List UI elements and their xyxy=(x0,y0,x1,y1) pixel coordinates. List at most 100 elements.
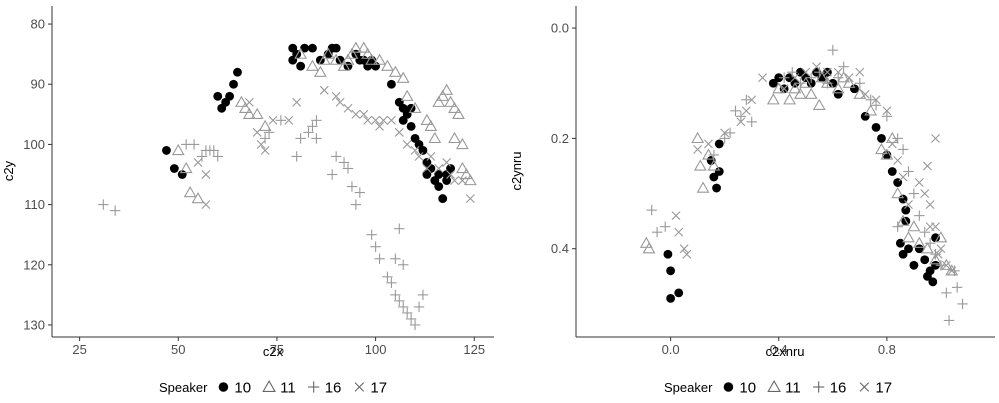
data-point-speaker-16 xyxy=(398,301,409,313)
data-point-speaker-17 xyxy=(758,73,767,83)
data-point-speaker-17 xyxy=(292,97,302,107)
data-point-speaker-16 xyxy=(275,115,287,126)
data-point-speaker-17 xyxy=(801,67,811,77)
data-point-speaker-17 xyxy=(343,103,353,113)
data-point-speaker-10 xyxy=(898,249,908,259)
data-point-speaker-17 xyxy=(887,139,897,149)
data-point-speaker-16 xyxy=(394,223,405,234)
data-point-speaker-17 xyxy=(402,139,412,149)
data-point-speaker-17 xyxy=(931,133,940,143)
data-point-speaker-11 xyxy=(804,87,818,99)
data-point-speaker-11 xyxy=(444,95,457,107)
data-point-speaker-11 xyxy=(238,101,252,113)
data-point-speaker-11 xyxy=(853,87,867,99)
data-point-speaker-16 xyxy=(854,78,866,89)
data-point-speaker-11 xyxy=(691,131,705,144)
data-point-speaker-17 xyxy=(193,158,203,167)
data-point-speaker-11 xyxy=(812,98,826,110)
data-point-speaker-10 xyxy=(666,266,676,276)
right-panel-x-axis-title: c2xnru xyxy=(765,344,804,359)
data-point-speaker-17 xyxy=(442,158,452,167)
data-point-speaker-17 xyxy=(335,97,345,107)
data-point-speaker-17 xyxy=(457,176,467,185)
data-point-speaker-10 xyxy=(371,61,381,71)
data-point-speaker-10 xyxy=(308,43,317,53)
data-point-speaker-11 xyxy=(875,142,888,155)
data-point-speaker-11 xyxy=(463,173,477,186)
data-point-speaker-16 xyxy=(409,319,421,331)
data-point-speaker-16 xyxy=(735,111,747,122)
data-point-speaker-17 xyxy=(426,152,436,161)
data-point-speaker-11 xyxy=(456,137,469,150)
data-point-speaker-11 xyxy=(907,220,921,232)
data-point-speaker-11 xyxy=(408,101,422,113)
data-point-speaker-16 xyxy=(660,221,671,232)
data-point-speaker-17 xyxy=(693,144,703,154)
data-point-speaker-10 xyxy=(674,288,684,298)
data-point-speaker-16 xyxy=(838,61,849,72)
data-point-speaker-17 xyxy=(925,200,935,210)
data-point-speaker-16 xyxy=(919,226,930,238)
data-point-speaker-10 xyxy=(434,182,444,191)
data-point-speaker-11 xyxy=(317,53,331,65)
data-point-speaker-17 xyxy=(351,109,361,119)
data-point-speaker-16 xyxy=(417,289,429,301)
data-point-speaker-10 xyxy=(806,78,816,88)
legend-label-17: 17 xyxy=(370,380,387,397)
data-point-speaker-11 xyxy=(400,89,414,101)
data-point-speaker-17 xyxy=(790,73,800,83)
data-point-speaker-10 xyxy=(909,260,919,270)
data-point-speaker-10 xyxy=(920,255,930,265)
data-point-speaker-16 xyxy=(98,199,109,210)
data-point-speaker-17 xyxy=(201,170,211,179)
data-point-speaker-11 xyxy=(329,53,343,65)
data-point-speaker-17 xyxy=(331,91,341,101)
data-point-speaker-16 xyxy=(311,115,322,126)
data-point-speaker-17 xyxy=(260,145,270,155)
data-point-speaker-17 xyxy=(359,109,369,119)
data-point-speaker-17 xyxy=(256,139,266,149)
data-point-speaker-16 xyxy=(386,277,397,289)
y-tick-label: 80 xyxy=(31,17,45,32)
data-point-speaker-11 xyxy=(250,107,264,119)
data-point-speaker-17 xyxy=(833,67,843,77)
data-point-speaker-17 xyxy=(422,164,432,173)
data-point-speaker-16 xyxy=(311,133,322,144)
data-point-speaker-11 xyxy=(707,159,721,171)
y-tick-label: 100 xyxy=(23,137,45,152)
data-point-speaker-17 xyxy=(933,249,943,259)
data-point-speaker-16 xyxy=(196,151,208,162)
data-point-speaker-10 xyxy=(386,79,396,89)
data-point-speaker-11 xyxy=(242,107,256,119)
right-panel-y-axis-title: c2ynru xyxy=(509,151,524,190)
data-point-speaker-17 xyxy=(882,106,892,116)
data-point-speaker-11 xyxy=(313,65,327,77)
data-point-speaker-17 xyxy=(936,244,946,254)
data-point-speaker-11 xyxy=(912,236,926,248)
data-point-speaker-11 xyxy=(306,59,319,71)
legend-key-16 xyxy=(813,381,825,393)
legend-label-16: 16 xyxy=(830,380,847,397)
data-point-speaker-10 xyxy=(914,244,924,254)
data-point-speaker-11 xyxy=(642,242,656,254)
data-point-speaker-11 xyxy=(456,161,469,174)
data-point-speaker-17 xyxy=(434,164,444,173)
data-point-speaker-16 xyxy=(330,151,342,162)
data-point-speaker-11 xyxy=(388,65,402,77)
data-point-speaker-16 xyxy=(109,205,121,216)
legend-key-10 xyxy=(218,382,229,392)
right-panel-points xyxy=(639,44,968,326)
data-point-speaker-10 xyxy=(877,133,886,143)
y-tick-label: 0.2 xyxy=(551,131,569,146)
data-point-speaker-10 xyxy=(828,78,838,88)
x-tick-label: 125 xyxy=(463,342,485,357)
data-point-speaker-17 xyxy=(922,161,932,171)
data-point-speaker-10 xyxy=(904,244,913,254)
data-point-speaker-16 xyxy=(730,105,741,117)
legend-key-11 xyxy=(262,380,276,392)
data-point-speaker-10 xyxy=(434,170,444,179)
data-point-speaker-16 xyxy=(870,100,882,111)
data-point-speaker-10 xyxy=(442,176,452,185)
data-point-speaker-17 xyxy=(671,211,681,221)
data-point-speaker-11 xyxy=(842,76,856,88)
